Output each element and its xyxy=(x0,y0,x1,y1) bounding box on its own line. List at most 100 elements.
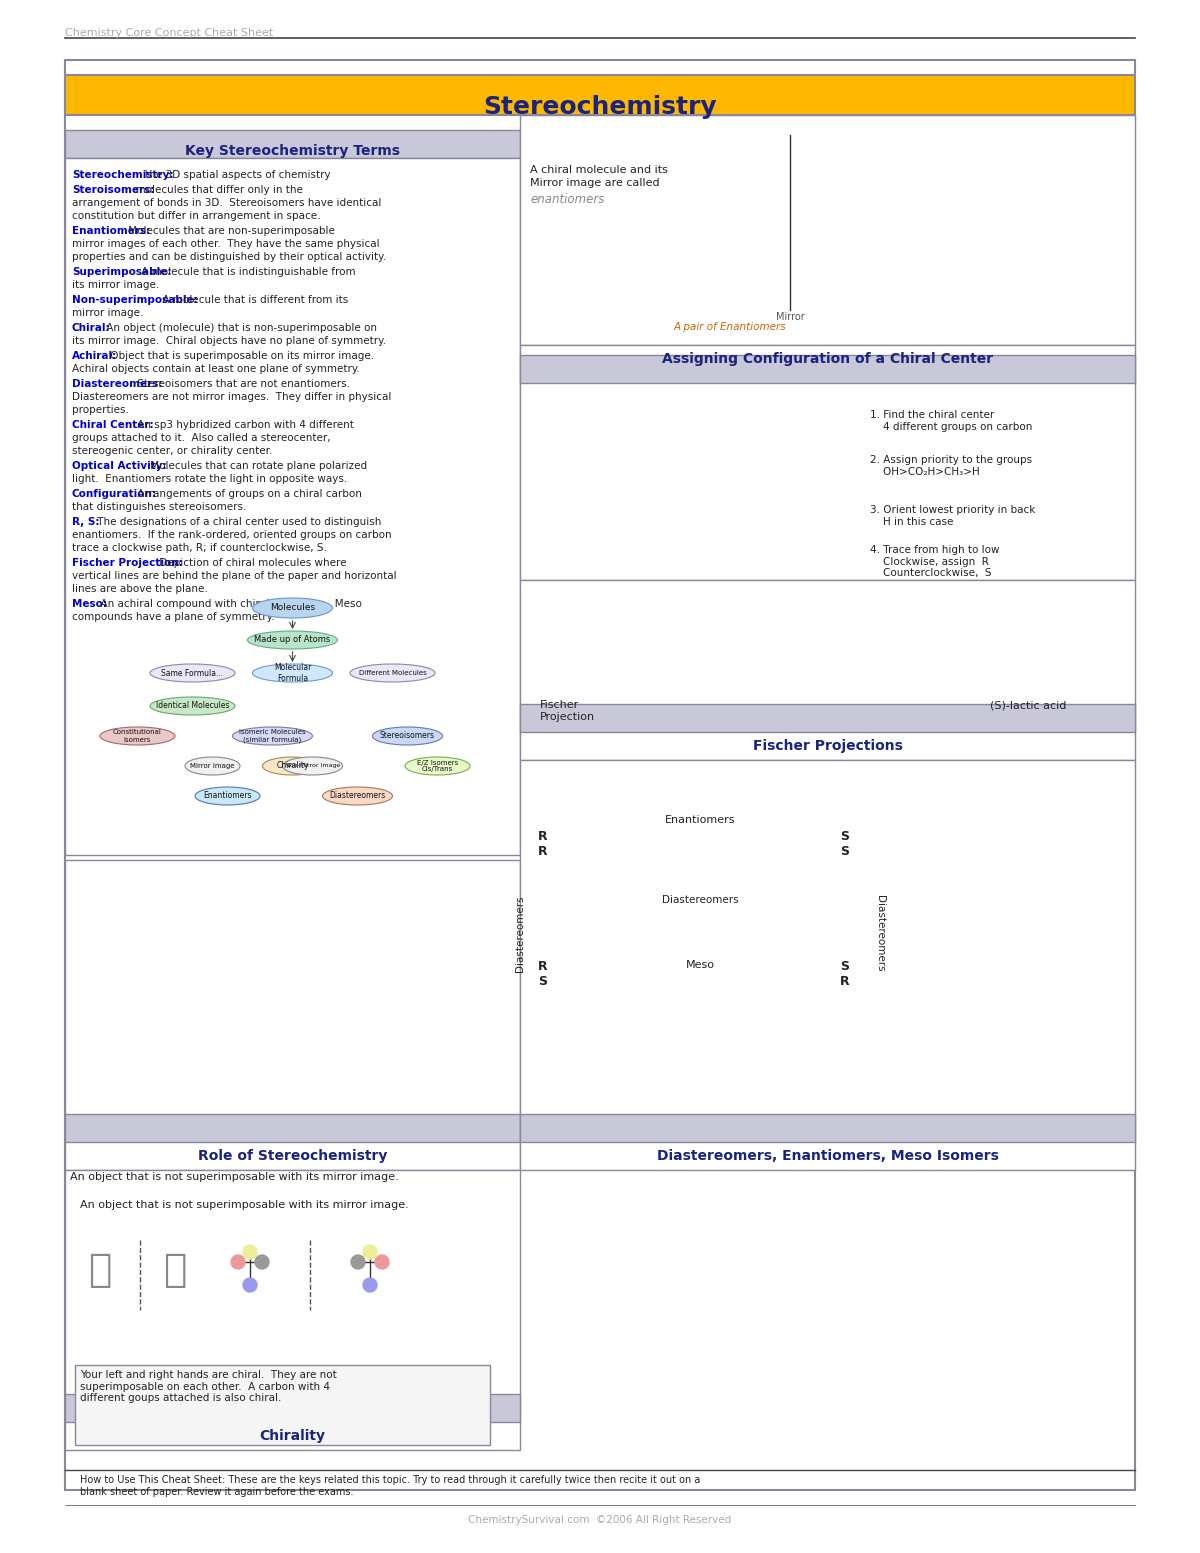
Text: trace a clockwise path, R; if counterclockwise, S.: trace a clockwise path, R; if counterclo… xyxy=(72,544,326,553)
Text: mirror images of each other.  They have the same physical: mirror images of each other. They have t… xyxy=(72,239,379,248)
Ellipse shape xyxy=(406,756,470,775)
Ellipse shape xyxy=(194,787,260,804)
Text: Chemistry Core Concept Cheat Sheet: Chemistry Core Concept Cheat Sheet xyxy=(65,28,274,37)
Circle shape xyxy=(374,1255,389,1269)
FancyBboxPatch shape xyxy=(520,1114,1135,1141)
FancyBboxPatch shape xyxy=(520,704,1135,731)
Ellipse shape xyxy=(247,631,337,649)
Text: its mirror image.: its mirror image. xyxy=(72,280,160,290)
Text: Diastereomers: Diastereomers xyxy=(661,895,738,905)
Text: Molecules that can rotate plane polarized: Molecules that can rotate plane polarize… xyxy=(146,461,367,471)
Text: Diastereomers are not mirror images.  They differ in physical: Diastereomers are not mirror images. The… xyxy=(72,391,391,402)
Text: Superimposable:: Superimposable: xyxy=(72,267,172,276)
Text: Fischer Projections: Fischer Projections xyxy=(752,739,902,753)
Ellipse shape xyxy=(372,727,443,745)
Text: Chiral Center:: Chiral Center: xyxy=(72,419,154,430)
Text: Molecules that are non-superimposable: Molecules that are non-superimposable xyxy=(125,227,335,236)
FancyBboxPatch shape xyxy=(65,61,1135,1489)
Ellipse shape xyxy=(252,598,332,618)
Ellipse shape xyxy=(282,756,342,775)
Text: Key Stereochemistry Terms: Key Stereochemistry Terms xyxy=(185,144,400,158)
Text: compounds have a plane of symmetry.: compounds have a plane of symmetry. xyxy=(72,612,275,623)
Text: Molecular
Formula: Molecular Formula xyxy=(274,663,311,683)
FancyBboxPatch shape xyxy=(65,130,520,158)
Text: Identical Molecules: Identical Molecules xyxy=(156,702,229,711)
Text: molecules that differ only in the: molecules that differ only in the xyxy=(130,185,304,196)
Text: lines are above the plane.: lines are above the plane. xyxy=(72,584,208,593)
Ellipse shape xyxy=(252,665,332,682)
Text: Same Formula...: Same Formula... xyxy=(162,668,223,677)
Text: Enantiomers: Enantiomers xyxy=(665,815,736,825)
Text: An object (molecule) that is non-superimposable on: An object (molecule) that is non-superim… xyxy=(103,323,377,332)
Circle shape xyxy=(352,1255,365,1269)
Text: S
R: S R xyxy=(840,960,850,988)
Text: Configuration:: Configuration: xyxy=(72,489,157,499)
Text: groups attached to it.  Also called a stereocenter,: groups attached to it. Also called a ste… xyxy=(72,433,331,443)
FancyBboxPatch shape xyxy=(520,579,1135,759)
Text: Diastereomers: Diastereomers xyxy=(875,895,886,972)
FancyBboxPatch shape xyxy=(520,115,1135,345)
Text: A molecule that is indistinguishable from: A molecule that is indistinguishable fro… xyxy=(138,267,355,276)
FancyBboxPatch shape xyxy=(74,1365,490,1444)
Text: R
S: R S xyxy=(538,960,547,988)
Circle shape xyxy=(230,1255,245,1269)
Text: properties and can be distinguished by their optical activity.: properties and can be distinguished by t… xyxy=(72,252,386,262)
Text: light.  Enantiomers rotate the light in opposite ways.: light. Enantiomers rotate the light in o… xyxy=(72,474,347,485)
Text: A pair of Enantiomers: A pair of Enantiomers xyxy=(673,321,786,332)
Text: Diastereomers: Diastereomers xyxy=(515,895,526,972)
Text: (S)-lactic acid: (S)-lactic acid xyxy=(990,700,1067,710)
Text: Mirror Image: Mirror Image xyxy=(191,763,235,769)
Text: Constitutional
isomers: Constitutional isomers xyxy=(113,730,162,742)
FancyBboxPatch shape xyxy=(65,158,520,856)
Ellipse shape xyxy=(185,756,240,775)
Ellipse shape xyxy=(350,665,436,682)
Text: Stereoisomers that are not enantiomers.: Stereoisomers that are not enantiomers. xyxy=(133,379,349,388)
Text: 3. Orient lowest priority in back
    H in this case: 3. Orient lowest priority in back H in t… xyxy=(870,505,1036,526)
Text: Optical Activity:: Optical Activity: xyxy=(72,461,167,471)
Ellipse shape xyxy=(263,756,323,775)
Text: properties.: properties. xyxy=(72,405,128,415)
Text: Chirality: Chirality xyxy=(259,1429,325,1443)
Text: Achiral objects contain at least one plane of symmetry.: Achiral objects contain at least one pla… xyxy=(72,363,360,374)
Text: An object that is not superimposable with its mirror image.: An object that is not superimposable wit… xyxy=(80,1200,409,1210)
Text: enantiomers: enantiomers xyxy=(530,193,605,207)
Text: 🖐: 🖐 xyxy=(89,1252,112,1289)
Text: Stereochemistry:: Stereochemistry: xyxy=(72,169,174,180)
Text: Stereoisomers: Stereoisomers xyxy=(380,731,436,741)
FancyBboxPatch shape xyxy=(65,1169,520,1451)
Text: An sp3 hybridized carbon with 4 different: An sp3 hybridized carbon with 4 differen… xyxy=(133,419,354,430)
Text: ChemistrySurvival.com  ©2006 All Right Reserved: ChemistrySurvival.com ©2006 All Right Re… xyxy=(468,1516,732,1525)
Ellipse shape xyxy=(150,665,235,682)
Text: An achiral compound with chirality centers.  Meso: An achiral compound with chirality cente… xyxy=(94,599,362,609)
Text: the 3D spatial aspects of chemistry: the 3D spatial aspects of chemistry xyxy=(143,169,331,180)
Text: Diastereomers: Diastereomers xyxy=(329,792,385,800)
FancyBboxPatch shape xyxy=(520,345,1135,579)
Text: Isomeric Molecules
(similar formula): Isomeric Molecules (similar formula) xyxy=(239,730,306,742)
Text: R
R: R R xyxy=(538,829,547,857)
Text: stereogenic center, or chirality center.: stereogenic center, or chirality center. xyxy=(72,446,272,457)
Ellipse shape xyxy=(323,787,392,804)
Text: R, S:: R, S: xyxy=(72,517,100,526)
Text: 2. Assign priority to the groups
    OH>CO₂H>CH₃>H: 2. Assign priority to the groups OH>CO₂H… xyxy=(870,455,1032,477)
Text: Achiral:: Achiral: xyxy=(72,351,118,360)
Text: 1. Find the chiral center
    4 different groups on carbon: 1. Find the chiral center 4 different gr… xyxy=(870,410,1032,432)
Ellipse shape xyxy=(233,727,312,745)
Text: Chiral:: Chiral: xyxy=(72,323,110,332)
Circle shape xyxy=(364,1278,377,1292)
Text: Role of Stereochemistry: Role of Stereochemistry xyxy=(198,1149,388,1163)
FancyBboxPatch shape xyxy=(520,759,1135,1169)
Text: Chirality: Chirality xyxy=(276,761,308,770)
Text: 4. Trace from high to low
    Clockwise, assign  R
    Counterclockwise,  S: 4. Trace from high to low Clockwise, ass… xyxy=(870,545,1000,578)
Text: Meso:: Meso: xyxy=(72,599,107,609)
Text: arrangement of bonds in 3D.  Stereoisomers have identical: arrangement of bonds in 3D. Stereoisomer… xyxy=(72,197,382,208)
Text: Arrangements of groups on a chiral carbon: Arrangements of groups on a chiral carbo… xyxy=(133,489,361,499)
Text: Meso: Meso xyxy=(685,960,714,971)
Text: A chiral molecule and its: A chiral molecule and its xyxy=(530,165,668,175)
Text: constitution but differ in arrangement in space.: constitution but differ in arrangement i… xyxy=(72,211,320,221)
Text: An object that is not superimposable with its mirror image.: An object that is not superimposable wit… xyxy=(70,1173,398,1182)
Circle shape xyxy=(242,1278,257,1292)
Text: Different Molecules: Different Molecules xyxy=(359,669,426,676)
Text: enantiomers.  If the rank-ordered, oriented groups on carbon: enantiomers. If the rank-ordered, orient… xyxy=(72,530,391,540)
Text: Enantiomers:: Enantiomers: xyxy=(72,227,150,236)
Text: Fischer Projection:: Fischer Projection: xyxy=(72,558,182,568)
